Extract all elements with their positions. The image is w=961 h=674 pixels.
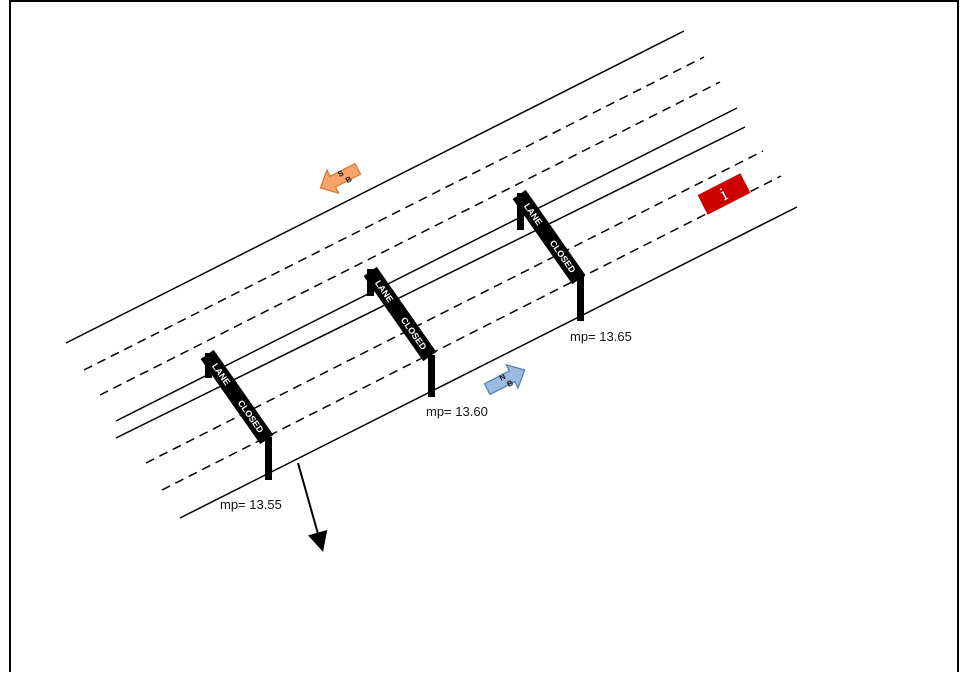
southbound-arrow-icon: S B — [319, 162, 362, 195]
arrow-letter: N — [498, 372, 507, 383]
road-edge-line-south — [179, 206, 798, 519]
lane-closed-sign-2: LANE CLOSED mp= 13.60 — [363, 266, 488, 419]
lane-divider-dashed — [161, 175, 782, 491]
lane-divider-dashed — [99, 81, 721, 396]
milepost-label: mp= 13.65 — [570, 329, 632, 344]
arrow-letter: B — [344, 174, 353, 185]
road-edge-line-north — [65, 30, 685, 344]
northbound-arrow-icon: N B — [483, 363, 526, 396]
pointer-arrow — [297, 462, 328, 552]
arrow-letter: B — [505, 378, 514, 389]
lane-divider-dashed — [145, 150, 764, 464]
milepost-label: mp= 13.60 — [426, 404, 488, 419]
arrow-letter: S — [336, 168, 345, 179]
road-lines — [65, 30, 798, 519]
diagram-frame — [9, 0, 959, 672]
milepost-label: mp= 13.55 — [220, 497, 282, 512]
info-marker-icon: i — [697, 173, 751, 215]
lane-divider-dashed — [83, 56, 705, 371]
